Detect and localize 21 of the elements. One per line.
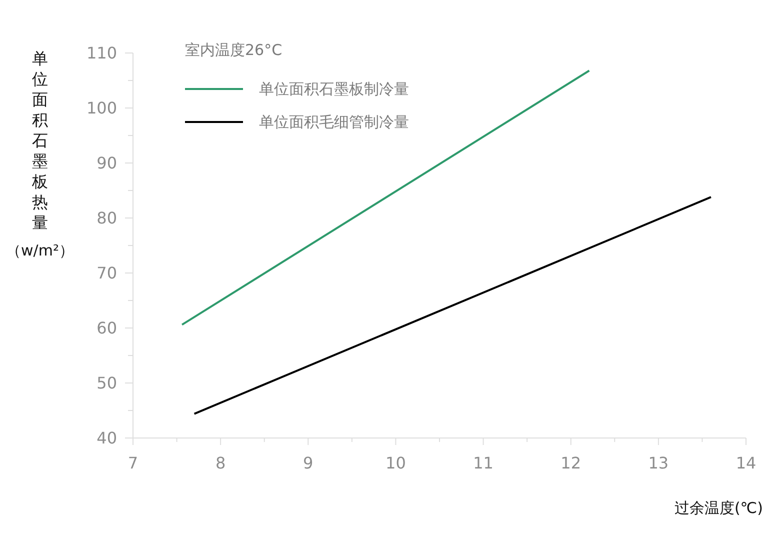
- y-tick-label: 90: [96, 154, 117, 172]
- y-tick-label: 70: [96, 264, 117, 282]
- x-tick-label: 13: [648, 454, 669, 472]
- x-tick-label: 12: [560, 454, 582, 472]
- y-tick-label: 40: [96, 428, 117, 448]
- y-tick-label: 50: [96, 374, 117, 392]
- y-tick-label: 110: [86, 44, 117, 62]
- x-tick-label: 14: [736, 454, 756, 472]
- y-tick-label: 80: [96, 208, 117, 228]
- x-tick-label: 10: [386, 454, 406, 472]
- legend-label: 单位面积毛细管制冷量: [259, 113, 409, 131]
- y-tick-label: 60: [96, 318, 117, 338]
- x-tick-label: 8: [215, 454, 226, 472]
- text: 单位面积石墨板热量（w/m²）: [6, 48, 74, 260]
- legend-title: 室内温度26°C: [185, 41, 282, 59]
- y-tick-label: 100: [86, 98, 117, 118]
- x-tick-label: 7: [128, 454, 138, 472]
- x-tick-label: 11: [473, 454, 494, 472]
- legend-label: 单位面积石墨板制冷量: [259, 80, 409, 98]
- x-tick-label: 9: [303, 454, 314, 472]
- x-axis-title: 过余温度(℃): [674, 499, 763, 517]
